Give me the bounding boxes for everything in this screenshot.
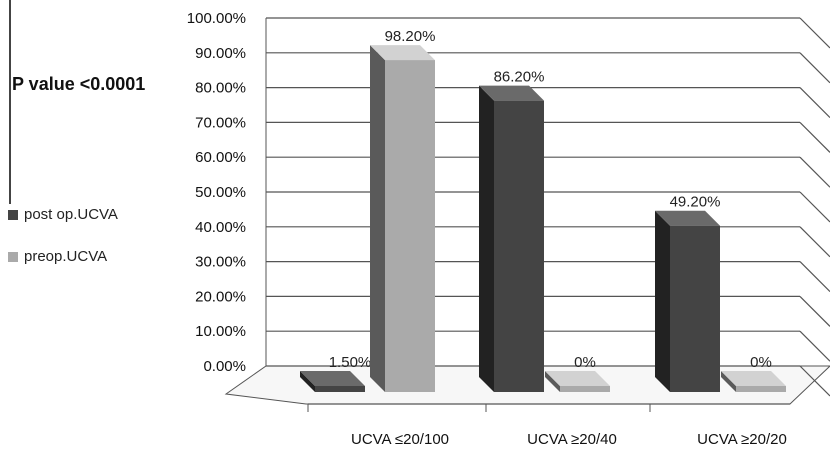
- legend-swatch-post-op: [8, 209, 18, 220]
- x-tick-label: UCVA ≥20/20: [697, 431, 787, 448]
- gridline-side: [799, 52, 830, 84]
- data-label: 0%: [574, 354, 596, 371]
- bar-1-0: [385, 60, 435, 393]
- bar-0-0: [315, 386, 365, 392]
- legend-divider: [9, 0, 11, 204]
- y-tick-label: 50.00%: [195, 184, 246, 201]
- y-tick-label: 40.00%: [195, 219, 246, 236]
- data-label: 86.20%: [494, 69, 545, 86]
- gridline-side: [799, 365, 830, 397]
- y-tick-label: 10.00%: [195, 323, 246, 340]
- gridline-side: [799, 121, 830, 153]
- bar-0-2: [670, 225, 720, 392]
- bar-top-0-0: [300, 371, 365, 386]
- gridline-side: [799, 330, 830, 362]
- gridline-side: [799, 156, 830, 188]
- data-label: 1.50%: [329, 354, 372, 371]
- bar-top-1-2: [721, 371, 786, 386]
- bar-1-1: [560, 386, 610, 392]
- legend-item-preop: preop.UCVA: [8, 248, 107, 265]
- legend-label-preop: preop.UCVA: [24, 248, 108, 265]
- gridline-side: [799, 191, 830, 223]
- legend-swatch-preop: [8, 251, 18, 262]
- bar-top-0-2: [655, 210, 720, 226]
- legend-label-post-op: post op.UCVA: [24, 206, 118, 223]
- bar-top-1-1: [545, 371, 610, 386]
- bar-side-0-1: [479, 85, 494, 393]
- legend-item-post-op: post op.UCVA: [8, 206, 118, 223]
- p-value-annotation: P value <0.0001: [12, 74, 146, 94]
- data-label: 98.20%: [385, 28, 436, 45]
- bar-1-2: [736, 386, 786, 392]
- gridline-side: [799, 87, 830, 119]
- data-label: 0%: [750, 354, 772, 371]
- bar-top-0-1: [479, 85, 544, 101]
- bar-side-0-0: [300, 371, 315, 392]
- x-tick-label: UCVA ≥20/40: [527, 431, 617, 448]
- y-tick-label: 80.00%: [195, 80, 246, 97]
- gridline-side: [799, 226, 830, 258]
- y-tick-label: 30.00%: [195, 254, 246, 271]
- bar-side-1-1: [545, 371, 560, 392]
- y-tick-label: 90.00%: [195, 45, 246, 62]
- bar-side-1-0: [370, 45, 385, 393]
- gridline-side: [799, 17, 830, 49]
- y-tick-label: 0.00%: [203, 358, 246, 375]
- bar-side-1-2: [721, 371, 736, 392]
- bar-0-1: [494, 100, 544, 393]
- y-tick-label: 70.00%: [195, 114, 246, 131]
- data-label: 49.20%: [670, 194, 721, 211]
- bar-top-1-0: [370, 45, 435, 61]
- gridline-side: [799, 261, 830, 293]
- y-tick-label: 60.00%: [195, 149, 246, 166]
- y-tick-label: 20.00%: [195, 288, 246, 305]
- gridline-side: [799, 295, 830, 327]
- bar-side-0-2: [655, 210, 670, 392]
- x-tick-label: UCVA ≤20/100: [351, 431, 449, 448]
- y-tick-label: 100.00%: [187, 10, 246, 27]
